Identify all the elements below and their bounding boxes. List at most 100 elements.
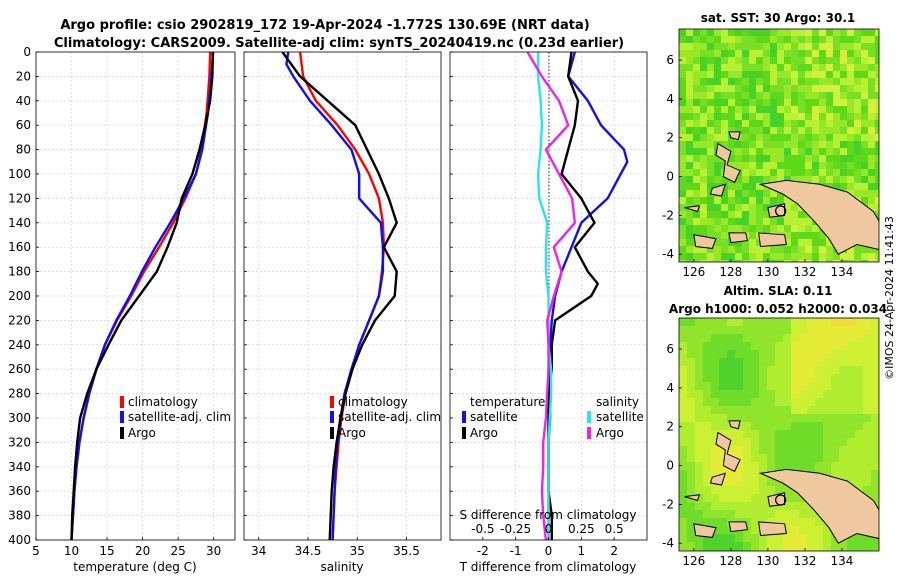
field-cell: [707, 155, 715, 163]
field-cell: [749, 127, 757, 135]
field-cell: [735, 382, 744, 391]
field-cell: [719, 342, 728, 351]
field-cell: [815, 398, 824, 407]
field-cell: [721, 225, 729, 233]
field-cell: [728, 204, 736, 212]
field-cell: [756, 43, 764, 51]
field-cell: [783, 422, 792, 431]
field-cell: [839, 398, 848, 407]
field-cell: [847, 366, 856, 375]
field-cell: [751, 478, 760, 487]
field-cell: [854, 148, 862, 156]
field-cell: [770, 197, 778, 205]
field-cell: [861, 134, 869, 142]
field-cell: [868, 127, 876, 135]
field-cell: [847, 406, 856, 415]
field-cell: [875, 204, 879, 212]
field-cell: [770, 78, 778, 86]
field-cell: [833, 92, 841, 100]
field-cell: [847, 92, 855, 100]
field-cell: [826, 29, 834, 37]
field-cell: [861, 92, 869, 100]
field-cell: [728, 57, 736, 65]
field-cell: [871, 406, 879, 415]
field-cell: [871, 414, 879, 423]
field-cell: [854, 162, 862, 170]
field-cell: [875, 183, 879, 191]
field-cell: [815, 358, 824, 367]
field-cell: [871, 390, 879, 399]
x-tick-label: 20: [135, 544, 150, 558]
field-cell: [679, 43, 687, 51]
field-cell: [711, 406, 720, 415]
field-cell: [679, 430, 688, 439]
field-cell: [703, 406, 712, 415]
field-cell: [807, 526, 816, 535]
field-cell: [700, 29, 708, 37]
field-cell: [714, 211, 722, 219]
field-cell: [749, 106, 757, 114]
field-cell: [763, 134, 771, 142]
field-cell: [759, 534, 768, 543]
field-cell: [805, 260, 813, 262]
field-cell: [759, 406, 768, 415]
field-cell: [833, 50, 841, 58]
field-cell: [819, 50, 827, 58]
field-cell: [791, 162, 799, 170]
field-cell: [721, 29, 729, 37]
field-cell: [826, 169, 834, 177]
field-cell: [700, 204, 708, 212]
field-cell: [823, 406, 832, 415]
field-cell: [735, 141, 743, 149]
salinity-xlabel: salinity: [320, 560, 363, 574]
field-cell: [791, 382, 800, 391]
field-cell: [759, 430, 768, 439]
field-cell: [815, 334, 824, 343]
map-x-tick-label: 132: [793, 554, 816, 568]
field-cell: [756, 260, 764, 262]
field-cell: [751, 462, 760, 471]
field-cell: [868, 260, 876, 262]
field-cell: [863, 478, 872, 487]
field-cell: [805, 43, 813, 51]
field-cell: [693, 183, 701, 191]
field-cell: [812, 36, 820, 44]
field-cell: [770, 141, 778, 149]
field-cell: [719, 502, 728, 511]
field-cell: [679, 478, 688, 487]
field-cell: [693, 43, 701, 51]
field-cell: [749, 99, 757, 107]
field-cell: [783, 406, 792, 415]
field-cell: [819, 36, 827, 44]
field-cell: [759, 390, 768, 399]
field-cell: [783, 510, 792, 519]
y-tick-label: 260: [8, 362, 31, 376]
field-cell: [721, 218, 729, 226]
legend-label-t-satellite: satellite: [470, 410, 518, 424]
field-cell: [861, 36, 869, 44]
field-cell: [735, 225, 743, 233]
map-y-tick-label: 6: [666, 53, 674, 67]
field-cell: [871, 542, 879, 551]
y-tick-label: 380: [8, 509, 31, 523]
field-cell: [775, 374, 784, 383]
field-cell: [812, 29, 820, 37]
field-cell: [875, 29, 879, 37]
field-cell: [855, 470, 864, 479]
land-polygon: [728, 131, 741, 141]
field-cell: [759, 318, 768, 327]
field-cell: [863, 486, 872, 495]
map-y-tick-label: -4: [662, 536, 674, 550]
field-cell: [831, 438, 840, 447]
field-cell: [693, 36, 701, 44]
field-cell: [743, 502, 752, 511]
field-cell: [783, 326, 792, 335]
field-cell: [791, 542, 800, 551]
field-cell: [711, 390, 720, 399]
field-cell: [784, 36, 792, 44]
field-cell: [831, 366, 840, 375]
field-cell: [728, 113, 736, 121]
y-tick-label: 160: [8, 240, 31, 254]
field-cell: [833, 106, 841, 114]
field-cell: [695, 494, 704, 503]
